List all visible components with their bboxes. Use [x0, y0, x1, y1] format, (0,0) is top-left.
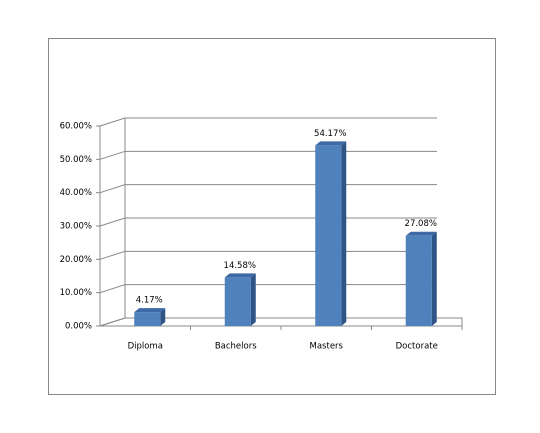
data-label: 4.17% [136, 296, 163, 306]
bar [405, 231, 437, 326]
bar-top [224, 273, 256, 278]
x-tick-label: Masters [310, 342, 344, 352]
bar-front [224, 277, 251, 326]
x-tick-label: Doctorate [396, 342, 438, 352]
x-tick-label: Diploma [128, 342, 163, 352]
bar-side [250, 273, 256, 326]
bar-side [341, 141, 347, 326]
y-tick-label: 10.00% [60, 288, 92, 298]
x-tick-label: Bachelors [215, 342, 257, 352]
data-label: 54.17% [314, 129, 346, 139]
y-tick-label: 50.00% [60, 155, 92, 165]
bar-top [315, 141, 347, 146]
bar [315, 141, 347, 326]
bar [134, 308, 166, 326]
data-label: 27.08% [405, 219, 437, 229]
grid-line [99, 117, 437, 127]
bar-side [431, 231, 437, 326]
y-tick-label: 20.00% [60, 255, 92, 265]
data-label: 14.58% [224, 261, 256, 271]
y-tick-label: 30.00% [60, 222, 92, 232]
y-tick-label: 0.00% [65, 322, 92, 332]
bar-front [405, 235, 432, 326]
bar-top [405, 231, 437, 236]
y-tick-label: 40.00% [60, 188, 92, 198]
bar-side [160, 308, 166, 326]
chart-border [48, 38, 496, 395]
bar [224, 273, 256, 326]
bar-front [134, 312, 161, 326]
bar-front [315, 145, 342, 326]
y-tick-label: 60.00% [60, 122, 92, 132]
bar-top [134, 308, 166, 313]
